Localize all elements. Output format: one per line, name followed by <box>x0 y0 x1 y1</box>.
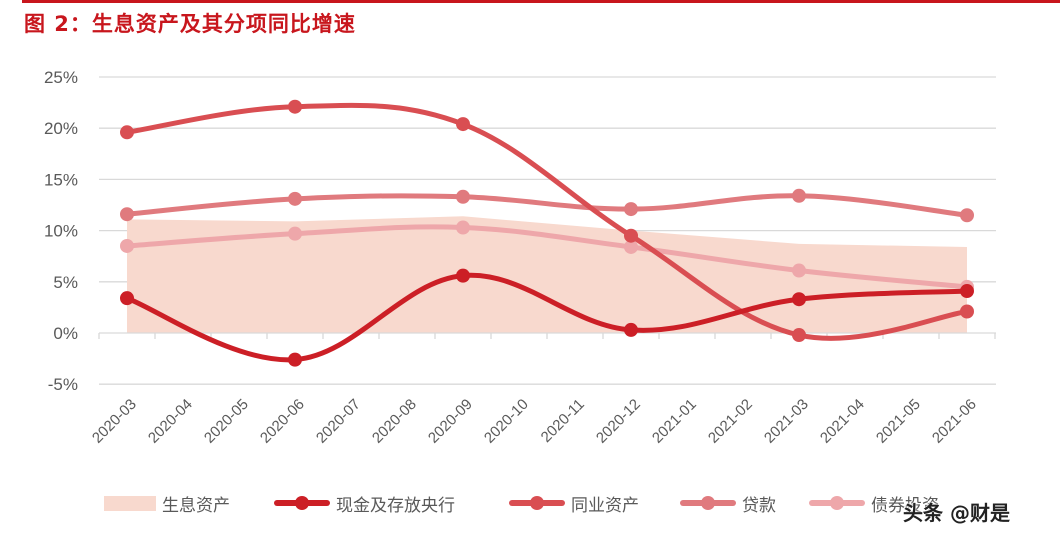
y-tick-label: -5% <box>48 375 78 394</box>
series-lines <box>120 99 974 367</box>
series-line <box>120 268 974 367</box>
x-tick-label: 2021-05 <box>873 396 924 447</box>
x-tick-label: 2020-07 <box>313 396 364 447</box>
x-axis: 2020-03 2020-04 2020-05 2020-06 2020-07 2020-… <box>89 332 996 447</box>
x-tick-label: 2020-08 <box>369 396 420 447</box>
legend-item-interbank-assets: 同业资产 <box>509 488 639 518</box>
legend-item-loans: 贷款 <box>680 488 776 518</box>
x-tick-label: 2021-06 <box>929 396 980 447</box>
y-tick-label: 25% <box>44 68 78 87</box>
data-point-marker <box>288 99 302 114</box>
data-point-marker <box>960 304 974 319</box>
data-point-marker <box>120 207 134 222</box>
data-point-marker <box>960 208 974 223</box>
data-point-marker <box>456 189 470 204</box>
y-axis: 25% 20% 15% 10% 5% 0% -5% <box>44 68 78 394</box>
data-point-marker <box>288 352 302 367</box>
watermark: 头条 @财是 <box>903 501 1010 525</box>
data-point-marker <box>120 238 134 253</box>
x-tick-label: 2020-04 <box>145 396 196 447</box>
data-point-marker <box>456 220 470 235</box>
data-point-marker <box>624 239 638 254</box>
data-point-marker <box>624 322 638 337</box>
data-point-marker <box>960 284 974 299</box>
data-point-marker <box>792 328 806 343</box>
title-accent-bar <box>22 0 1060 3</box>
data-point-marker <box>288 191 302 206</box>
x-tick-label: 2021-03 <box>761 396 812 447</box>
y-tick-label: 20% <box>44 119 78 138</box>
y-tick-label: 0% <box>53 324 78 343</box>
area-fill <box>127 216 967 333</box>
data-point-marker <box>792 292 806 307</box>
interest-earning-assets-area <box>127 216 967 333</box>
x-tick-label: 2020-03 <box>89 396 140 447</box>
data-point-marker <box>456 117 470 132</box>
data-point-marker <box>624 228 638 243</box>
x-tick-label: 2020-12 <box>593 396 644 447</box>
x-tick-label: 2021-04 <box>817 396 868 447</box>
chart-legend: 生息资产 现金及存放央行 同业资产 贷款 债券投资 <box>0 488 1060 518</box>
y-tick-label: 5% <box>53 273 78 292</box>
y-tick-label: 10% <box>44 222 78 241</box>
chart-title: 图 2：生息资产及其分项同比增速 <box>24 12 356 36</box>
line-marker-icon <box>274 496 330 510</box>
data-point-marker <box>456 268 470 283</box>
series-line <box>120 99 974 343</box>
data-point-marker <box>624 202 638 217</box>
line-marker-icon <box>680 496 736 510</box>
data-point-marker <box>288 226 302 241</box>
data-point-marker <box>120 125 134 140</box>
x-tick-label: 2021-02 <box>705 396 756 447</box>
legend-item-interest-earning-assets: 生息资产 <box>104 488 230 518</box>
x-tick-label: 2020-09 <box>425 396 476 447</box>
series-line <box>120 220 974 294</box>
area-swatch-icon <box>104 495 156 511</box>
x-tick-label: 2020-11 <box>538 396 588 446</box>
series-line <box>120 188 974 223</box>
legend-item-bond-investment: 债券投资 <box>809 488 939 518</box>
data-point-marker <box>792 188 806 203</box>
x-tick-label: 2021-01 <box>649 396 700 447</box>
x-tick-label: 2020-10 <box>481 396 532 447</box>
data-point-marker <box>792 263 806 278</box>
line-marker-icon <box>809 496 865 510</box>
data-point-marker <box>120 291 134 306</box>
legend-item-cash-central-bank: 现金及存放央行 <box>274 488 455 518</box>
y-tick-label: 15% <box>44 170 78 189</box>
x-tick-label: 2020-06 <box>257 396 308 447</box>
x-tick-label: 2020-05 <box>201 396 252 447</box>
line-marker-icon <box>509 496 565 510</box>
